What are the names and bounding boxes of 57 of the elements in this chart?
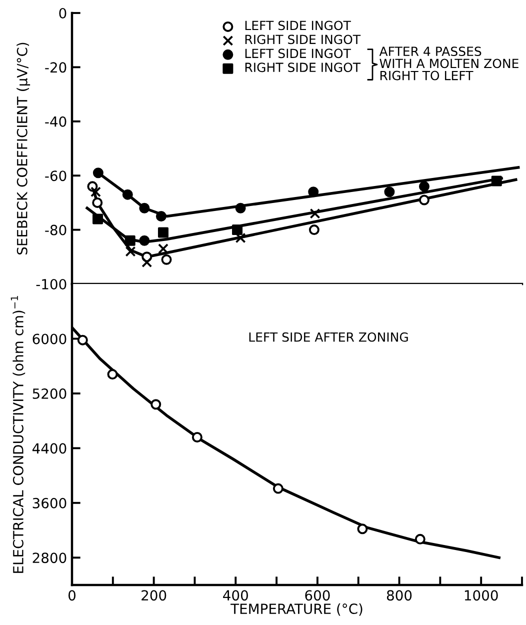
point [232,224,243,236]
annotation: AFTER 4 PASSES WITH A MOLTEN ZONE RIGHT TO LEFT [379,46,518,80]
point [77,334,88,346]
y-tick-label: 6000 [32,334,66,344]
x-tick-label: 400 [223,590,248,601]
x-tick-label: 800 [386,590,412,601]
y-axis-title: ELECTRICAL CONDUCTIVITY (ohm cm)$^{−1}$ [10,296,26,573]
x-tick-label: 200 [142,590,166,601]
point [150,399,162,410]
point [161,254,172,265]
x-tick-label: 1000 [464,590,498,601]
y-tick-label: -100 [36,278,66,290]
y-tick-label: 3600 [32,498,66,508]
point [92,214,104,224]
point [235,232,246,244]
point [308,186,319,198]
point [414,534,426,544]
x-tick-label: 0 [68,590,76,601]
y-tick-label: 5200 [32,388,66,399]
point [357,524,368,534]
point [139,235,150,246]
y-tick-label: 4400 [32,443,66,454]
point [158,244,168,254]
legend-label: RIGHT SIDE INGOT [245,62,361,72]
legend-label: LEFT SIDE INGOT [245,20,351,30]
point [92,197,103,208]
legend-label: RIGHT SIDE INGOT [245,34,361,44]
x-tick-label: 600 [305,590,330,601]
point [418,194,430,206]
point [158,227,168,238]
y-tick-label: -20 [45,62,66,73]
y-tick-label: -80 [45,224,66,236]
point [310,208,320,219]
point [156,210,166,222]
y-tick-label: 2800 [32,552,66,564]
y-axis-title: SEEBECK COEFFICIENT (μV/°C) [16,42,30,254]
point [125,246,136,257]
point [139,202,150,214]
y-tick-label: 0 [59,8,66,18]
point [235,202,246,214]
point [308,224,320,236]
point [192,432,202,442]
point [90,186,101,198]
point [92,168,104,178]
y-tick-label: -40 [45,116,66,127]
point [142,257,152,268]
annotation: LEFT SIDE AFTER ZONING [249,332,408,342]
point [418,181,430,192]
y-tick-label: -60 [45,170,66,182]
point [384,186,395,198]
point [107,369,118,380]
legend-label: LEFT SIDE INGOT [245,48,351,58]
point [122,189,133,200]
x-axis-title: TEMPERATURE (°C) [230,603,362,616]
point [124,235,136,246]
point [272,483,284,494]
point [491,176,502,186]
